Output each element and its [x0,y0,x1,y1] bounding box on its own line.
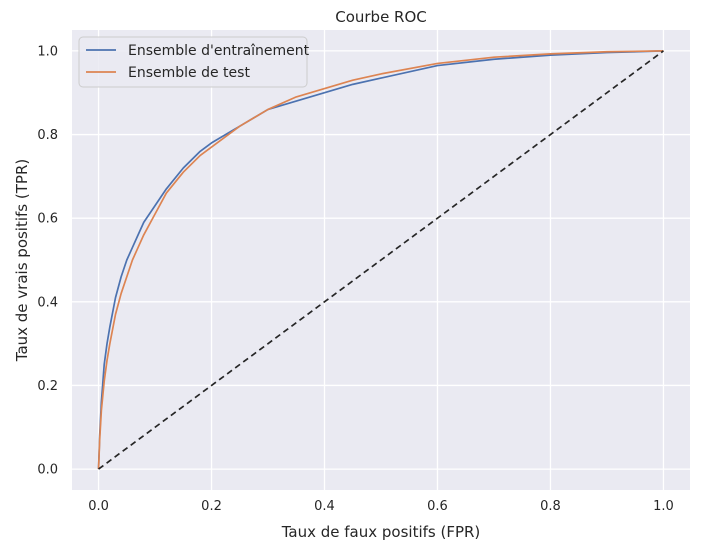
y-tick-label: 0.4 [37,295,58,310]
grid [72,30,690,490]
x-tick-label: 0.8 [540,499,561,514]
x-tick-label: 0.2 [201,499,222,514]
y-tick-label: 0.8 [37,128,58,143]
legend-label: Ensemble d'entraînement [128,43,310,59]
diagonal-reference-line [98,50,664,470]
chart-title: Courbe ROC [335,8,427,26]
legend-label: Ensemble de test [128,65,250,81]
y-tick-label: 0.6 [37,212,58,227]
series-layer [97,50,664,470]
y-axis-label: Taux de vrais positifs (TPR) [13,159,31,362]
series-line-0 [97,50,664,470]
tick-labels: 0.0 0.2 0.4 0.6 0.8 1.0 0.0 0.2 0.4 0.6 0.8 1.0 [37,44,673,514]
y-tick-label: 0.2 [37,379,58,394]
x-axis-label: Taux de faux positifs (FPR) [281,523,481,541]
y-tick-label: 0.0 [37,463,58,478]
x-tick-label: 0.4 [314,499,335,514]
legend: Ensemble d'entraînement Ensemble de test [78,36,310,88]
x-tick-label: 1.0 [653,499,674,514]
legend-box [78,36,308,88]
series-line-1 [97,50,664,470]
x-tick-label: 0.6 [427,499,448,514]
x-tick-label: 0.0 [88,499,109,514]
y-tick-label: 1.0 [37,44,58,59]
